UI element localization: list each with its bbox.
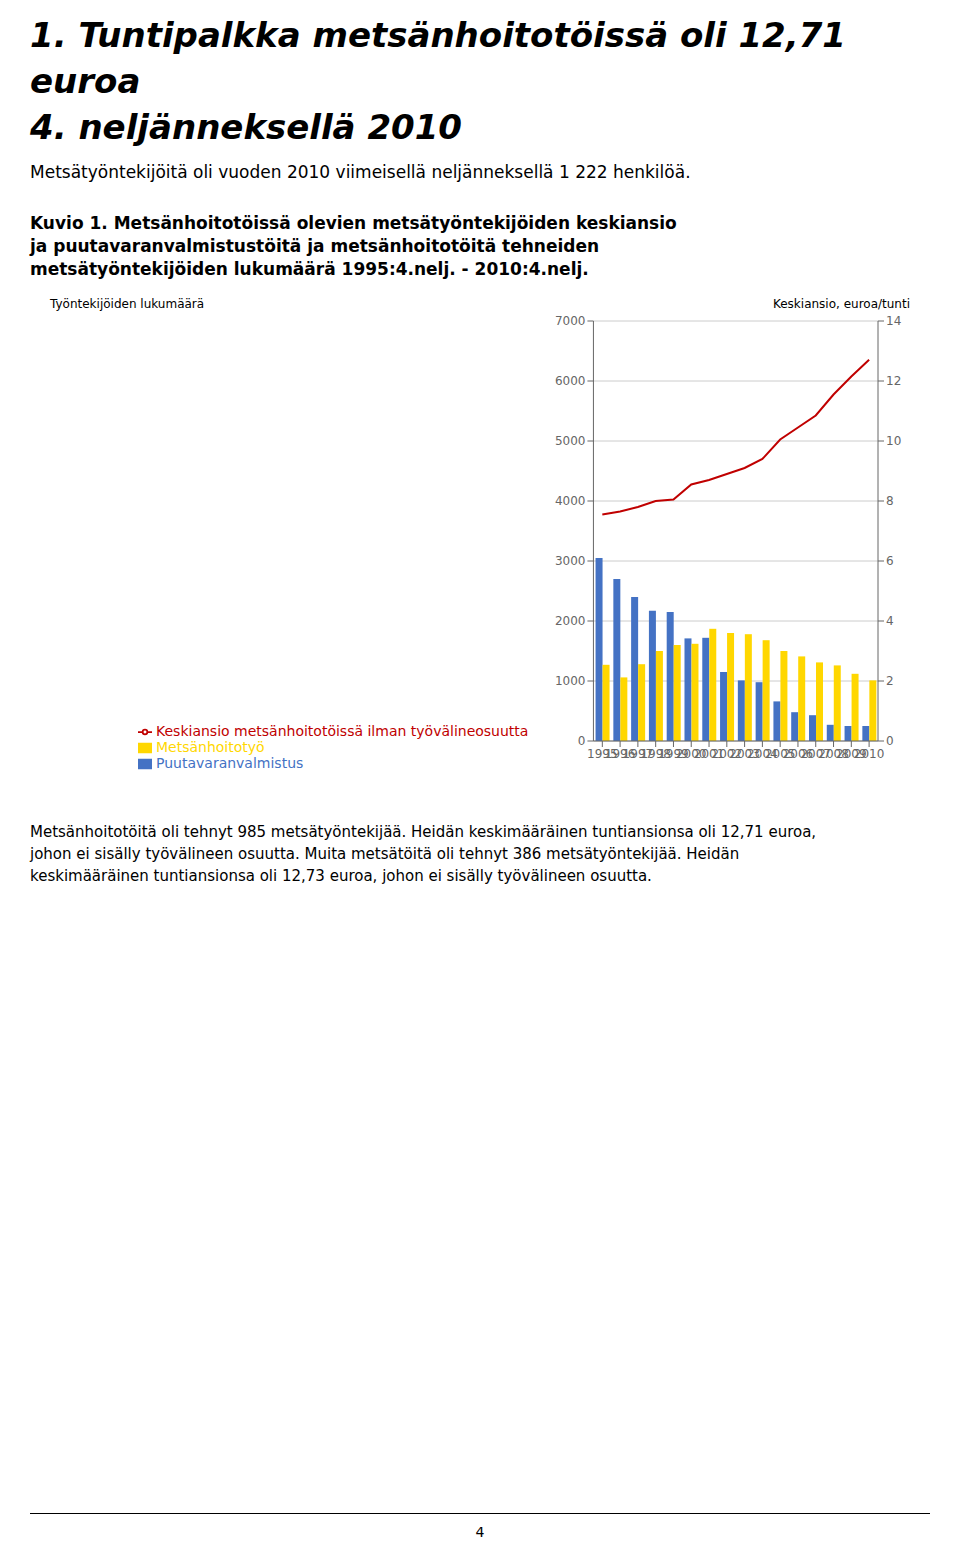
svg-text:10: 10 [886,434,901,448]
svg-text:2009: 2009 [836,746,867,761]
svg-text:2002: 2002 [711,746,743,761]
html-text:Keskiansio, euroa/tunti: Keskiansio, euroa/tunti [772,297,910,311]
svg-text:2004: 2004 [747,746,778,761]
html-text:Keskiansio metsänhoitotöissä i: Keskiansio metsänhoitotöissä ilman työvä… [156,723,529,739]
svg-text:2: 2 [886,674,894,688]
svg-text:1000: 1000 [555,674,586,688]
svg-text:2007: 2007 [800,746,831,761]
svg-text:2008: 2008 [818,746,849,761]
svg-text:1996: 1996 [604,746,636,761]
html-text:Kuvio 1. Metsänhoitotöissä ole: Kuvio 1. Metsänhoitotöissä olevien metsä… [30,213,677,279]
html-text:Työntekijöiden lukumäärä: Työntekijöiden lukumäärä [50,297,205,311]
html-text:Metsänhoitotyö: Metsänhoitotyö [156,739,265,755]
svg-text:3000: 3000 [555,554,586,568]
svg-text:7000: 7000 [555,314,586,328]
svg-text:6: 6 [886,554,894,568]
html-text:1. Tuntipalkka metsänhoitotöis: 1. Tuntipalkka metsänhoitotöissä oli 12,… [30,15,846,101]
svg-text:2003: 2003 [729,746,760,761]
html-text:Puutavaranvalmistus: Puutavaranvalmistus [156,755,304,771]
svg-text:2001: 2001 [693,746,725,761]
html-text:Metsänhoitotöitä oli tehnyt 98: Metsänhoitotöitä oli tehnyt 985 metsätyö… [30,823,817,885]
svg-text:8: 8 [886,494,894,508]
svg-text:5000: 5000 [555,434,586,448]
svg-text:4: 4 [886,614,894,628]
svg-text:1998: 1998 [640,746,671,761]
svg-text:1999: 1999 [658,746,689,761]
html-text:4: 4 [475,1524,485,1540]
svg-text:2010: 2010 [854,747,885,761]
svg-text:6000: 6000 [555,374,586,388]
svg-text:12: 12 [886,374,901,388]
svg-text:2000: 2000 [676,746,707,761]
svg-text:0: 0 [578,734,586,748]
svg-text:2005: 2005 [764,746,796,761]
html-text:Metsätyöntekijöitä oli vuoden: Metsätyöntekijöitä oli vuoden 2010 viime… [30,162,691,182]
svg-text:14: 14 [886,314,901,328]
svg-text:2006: 2006 [782,746,814,761]
svg-text:1997: 1997 [622,746,654,761]
html-text:4. neljänneksellä 2010: 4. neljänneksellä 2010 [30,107,462,147]
svg-text:2000: 2000 [555,614,586,628]
svg-text:4000: 4000 [555,494,586,508]
svg-text:1995: 1995 [587,746,618,761]
svg-text:0: 0 [886,734,894,748]
